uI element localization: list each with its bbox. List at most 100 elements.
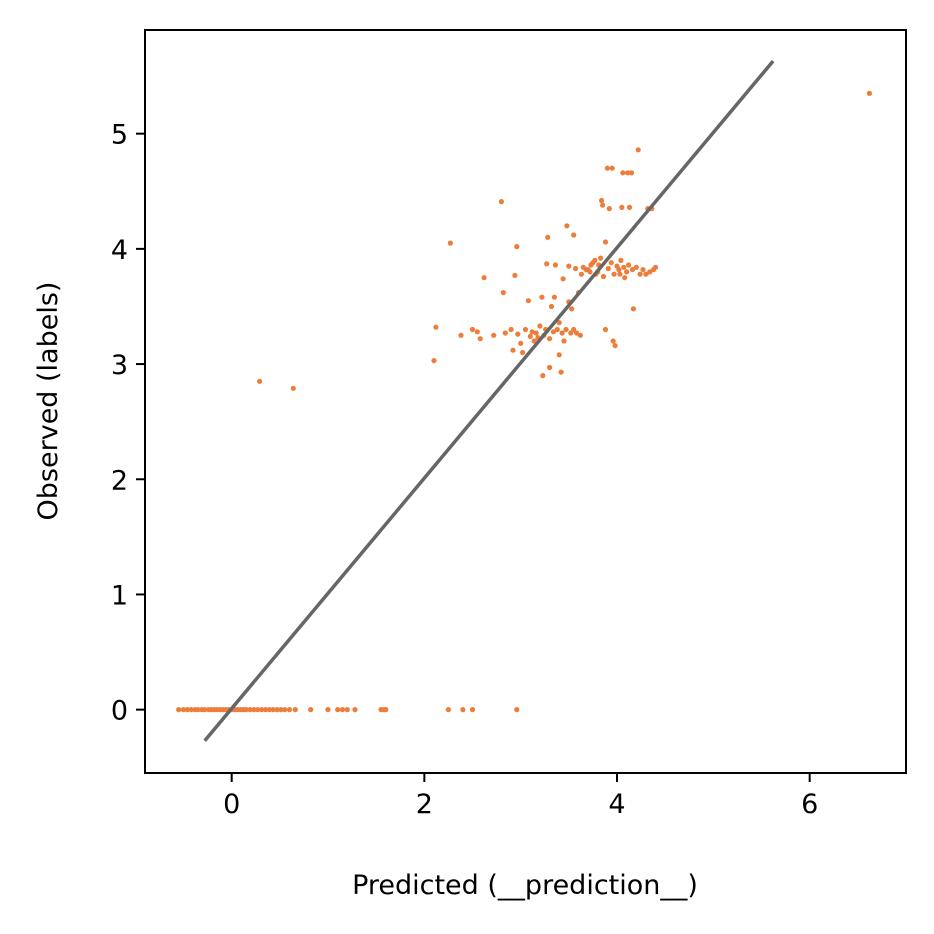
data-point bbox=[571, 326, 577, 333]
data-point bbox=[569, 306, 575, 312]
y-tick-label: 4 bbox=[111, 235, 128, 266]
data-point bbox=[344, 707, 350, 713]
data-point bbox=[618, 257, 624, 263]
data-point bbox=[477, 336, 483, 342]
data-point bbox=[556, 352, 562, 358]
data-point bbox=[545, 234, 551, 240]
data-point bbox=[564, 223, 570, 229]
data-point bbox=[626, 204, 633, 210]
data-point bbox=[481, 275, 487, 281]
data-point bbox=[552, 262, 559, 268]
data-point bbox=[574, 330, 580, 336]
data-point bbox=[286, 707, 293, 713]
data-point bbox=[292, 707, 298, 713]
data-point bbox=[571, 232, 577, 238]
data-point bbox=[529, 329, 535, 335]
data-point bbox=[617, 271, 623, 277]
data-point bbox=[563, 326, 569, 333]
data-point bbox=[547, 364, 553, 371]
data-point bbox=[610, 338, 616, 344]
data-point bbox=[527, 333, 533, 339]
y-tick-label: 5 bbox=[111, 120, 128, 151]
data-point bbox=[550, 329, 557, 335]
data-point bbox=[522, 326, 529, 333]
data-point bbox=[195, 707, 201, 713]
data-point bbox=[282, 707, 288, 713]
data-point bbox=[561, 338, 567, 344]
data-point bbox=[630, 306, 637, 312]
y-tick-label: 1 bbox=[111, 580, 128, 611]
data-point bbox=[262, 707, 268, 713]
data-point bbox=[558, 369, 564, 375]
data-point bbox=[514, 244, 520, 250]
data-point bbox=[640, 267, 646, 273]
data-point bbox=[560, 276, 566, 282]
data-point bbox=[498, 199, 504, 205]
data-point bbox=[544, 261, 550, 267]
data-point bbox=[598, 255, 604, 261]
data-point bbox=[469, 326, 476, 333]
data-point bbox=[251, 707, 257, 713]
y-tick-label: 2 bbox=[111, 465, 128, 496]
data-point bbox=[339, 707, 346, 713]
x-tick-label: 0 bbox=[223, 789, 240, 820]
data-point bbox=[500, 290, 506, 296]
data-point bbox=[566, 263, 572, 269]
y-tick-label: 3 bbox=[111, 350, 128, 381]
x-axis: 0 2 4 6 bbox=[223, 773, 818, 820]
data-point bbox=[539, 294, 545, 300]
data-point bbox=[548, 303, 555, 310]
data-point bbox=[633, 264, 639, 270]
x-tick-label: 2 bbox=[416, 789, 433, 820]
plot-area bbox=[145, 30, 906, 773]
data-point bbox=[551, 294, 558, 300]
data-point bbox=[447, 240, 453, 246]
data-point bbox=[643, 271, 649, 277]
data-point bbox=[520, 349, 526, 356]
data-point bbox=[547, 336, 553, 342]
data-point bbox=[243, 707, 249, 713]
data-point bbox=[609, 165, 615, 171]
data-point bbox=[559, 330, 565, 336]
data-point bbox=[474, 329, 480, 335]
data-point bbox=[578, 271, 585, 277]
data-point bbox=[612, 343, 618, 349]
data-point bbox=[533, 330, 539, 336]
data-point bbox=[621, 264, 627, 270]
data-point bbox=[624, 269, 630, 275]
data-point bbox=[188, 707, 194, 713]
data-point bbox=[512, 272, 518, 278]
data-point bbox=[540, 373, 546, 379]
data-point bbox=[491, 332, 497, 338]
data-point bbox=[592, 257, 598, 263]
data-point bbox=[202, 707, 208, 713]
data-point bbox=[184, 707, 190, 713]
data-point bbox=[433, 324, 439, 330]
data-point bbox=[180, 707, 187, 713]
data-point bbox=[602, 239, 609, 245]
data-point bbox=[866, 90, 873, 96]
data-point bbox=[176, 707, 182, 713]
data-point bbox=[616, 267, 622, 273]
data-point bbox=[445, 707, 451, 713]
reference-line-layer bbox=[203, 59, 775, 742]
data-point bbox=[383, 707, 389, 713]
x-tick-label: 4 bbox=[608, 789, 625, 820]
plot-frame bbox=[144, 29, 907, 774]
data-point bbox=[577, 332, 584, 338]
data-point bbox=[510, 347, 516, 353]
data-point bbox=[531, 338, 537, 344]
data-point bbox=[599, 197, 605, 204]
data-point bbox=[573, 265, 579, 272]
y-axis: 0 1 2 3 4 5 bbox=[111, 120, 145, 727]
data-point bbox=[600, 202, 606, 208]
x-tick-label: 6 bbox=[801, 789, 818, 820]
data-point bbox=[537, 323, 543, 329]
data-point bbox=[431, 358, 437, 364]
data-point bbox=[270, 707, 276, 713]
data-point bbox=[335, 707, 341, 713]
data-point bbox=[611, 271, 617, 277]
data-point bbox=[635, 147, 641, 153]
data-point bbox=[622, 275, 628, 281]
x-axis-label: Predicted (__prediction__) bbox=[352, 870, 698, 901]
